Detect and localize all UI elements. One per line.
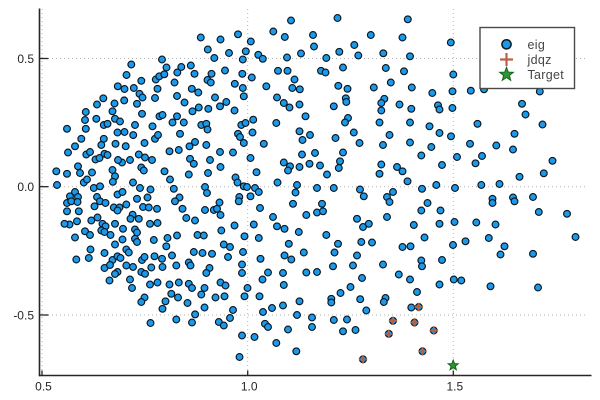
- svg-text:-0.5: -0.5: [13, 308, 34, 322]
- svg-text:eig: eig: [528, 38, 546, 52]
- svg-text:1.5: 1.5: [446, 380, 463, 394]
- svg-text:0.0: 0.0: [17, 180, 34, 194]
- svg-text:0.5: 0.5: [35, 380, 52, 394]
- svg-text:0.5: 0.5: [17, 52, 34, 66]
- svg-text:Target: Target: [528, 68, 565, 82]
- svg-text:1.0: 1.0: [241, 380, 258, 394]
- svg-text:jdqz: jdqz: [527, 53, 552, 67]
